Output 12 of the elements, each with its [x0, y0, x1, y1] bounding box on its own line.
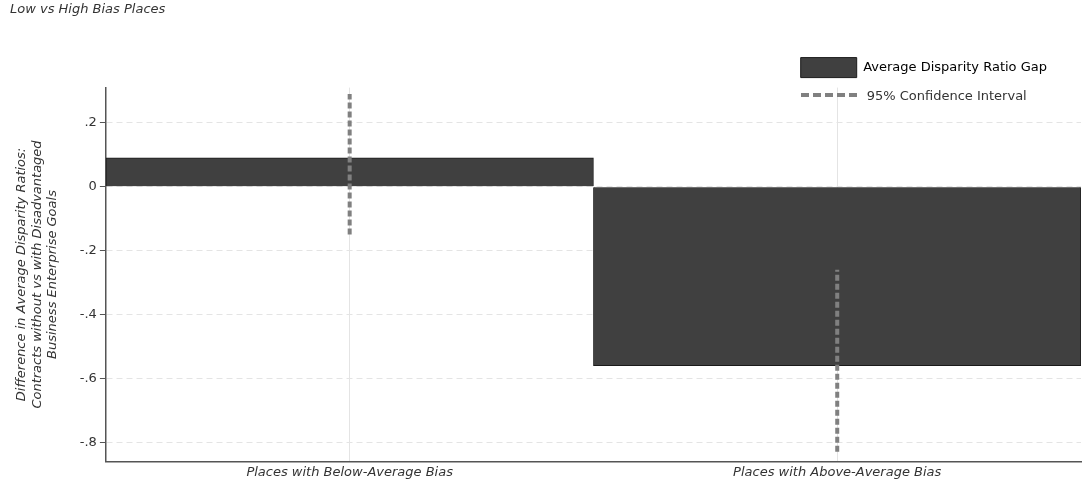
x-tick-label: Places with Above-Average Bias: [733, 463, 942, 479]
legend-label: Average Disparity Ratio Gap: [863, 58, 1047, 74]
y-tick-label: .2: [84, 114, 97, 130]
y-tick-label: -.4: [79, 305, 97, 321]
y-tick-label: -.6: [79, 369, 97, 385]
y-tick-label: -.2: [79, 241, 97, 257]
y-axis-title: Difference in Average Disparity Ratios: Contracts without vs with Disadvantaged Business Enterprise Goals: [13, 139, 60, 409]
annotation: 95% Confidence Interval: [866, 87, 1027, 103]
chart-title: Low vs High Bias Places: [10, 1, 166, 17]
y-tick-label: -.8: [79, 433, 97, 449]
y-tick-label: 0: [88, 178, 97, 194]
x-tick-label: Places with Below-Average Bias: [246, 463, 454, 479]
